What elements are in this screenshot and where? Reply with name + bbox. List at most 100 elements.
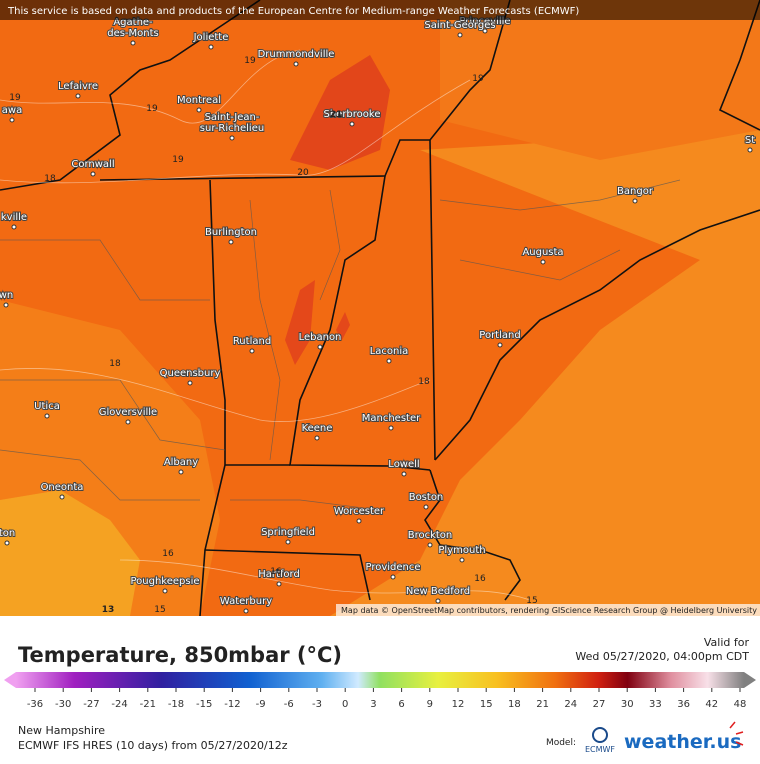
contour-label: 19 [146,104,158,114]
city-dot [285,539,291,545]
colorbar [16,672,744,688]
city-label: Saint-Georges [424,20,495,31]
model-label: Model: [546,738,576,748]
city-dot [386,358,392,364]
contour-label: 13 [102,605,115,615]
city-dot [457,32,463,38]
contour-label: 16 [162,549,174,559]
colorbar-tick-label: 9 [427,699,433,710]
ecmwf-icon [592,727,608,743]
city-dot [229,135,235,141]
colorbar-tick-label: -36 [27,699,43,710]
colorbar-tick-label: 3 [370,699,376,710]
map [0,0,760,617]
colorbar-tick-label: -21 [140,699,156,710]
city-dot [349,121,355,127]
banner: This service is based on data and produc… [7,6,579,17]
city-label: Plymouth [438,545,485,556]
city-dot [459,557,465,563]
colorbar-tick-label: 42 [705,699,718,710]
city-label: Portland [479,330,520,341]
city-label: Lefaivre [58,81,98,92]
city-dot [178,469,184,475]
colorbar-tick-label: 30 [621,699,634,710]
colorbar-tick-label: -30 [55,699,71,710]
city-label: Providence [365,562,420,573]
colorbar-tick-label: -27 [83,699,99,710]
colorbar-tick-label: -9 [256,699,266,710]
city-dot [90,171,96,177]
city-label: kville [1,212,27,223]
city-label: des-Monts [107,28,159,39]
contour-label: 18 [44,174,56,184]
colorbar-tick-label: -18 [168,699,184,710]
city-label: Montreal [177,95,221,106]
city-label: Springfield [261,527,315,538]
city-dot [125,419,131,425]
valid-label: Valid for [704,636,750,649]
contour-label: 19 [9,93,21,103]
city-label: Boston [409,492,444,503]
city-dot [59,494,65,500]
legend-title: Temperature, 850mbar (°C) [18,643,342,667]
city-label: awa [2,105,22,116]
colorbar-tick-label: 48 [734,699,747,710]
attribution: Map data © OpenStreetMap contributors, r… [341,606,757,615]
city-dot [187,380,193,386]
city-label: Burlington [205,227,257,238]
colorbar-tick-label: -15 [196,699,212,710]
city-dot [3,302,9,308]
contour-label: 16 [474,574,486,584]
city-label: Utica [34,401,60,412]
city-label: Waterbury [220,596,272,607]
contour-label: 18 [109,359,121,369]
city-label: Albany [164,457,198,468]
model-run: ECMWF IFS HRES (10 days) from 05/27/2020… [18,739,288,752]
city-label: Bangor [617,186,654,197]
contour-label: 21 [330,110,343,120]
colorbar-tick-label: 12 [452,699,465,710]
city-dot [317,344,323,350]
colorbar-tick-label: 6 [398,699,404,710]
colorbar-arrow [744,672,756,688]
city-label: Oneonta [41,482,84,493]
city-dot [11,224,17,230]
city-dot [390,574,396,580]
city-dot [314,435,320,441]
city-dot [356,518,362,524]
city-dot [249,348,255,354]
city-dot [4,540,10,546]
city-dot [632,198,638,204]
city-dot [130,40,136,46]
city-label: Keene [302,423,333,434]
city-dot [540,259,546,265]
city-dot [243,608,249,614]
banner-bg [0,0,760,20]
city-label: sur-Richelieu [200,123,264,134]
colorbar-tick-label: -6 [284,699,294,710]
city-dot [497,342,503,348]
colorbar-tick-label: -12 [224,699,240,710]
city-dot [747,147,753,153]
colorbar-tick-label: -24 [111,699,127,710]
city-dot [388,425,394,431]
city-label: Saint-Jean- [205,112,260,123]
city-label: Drummondville [258,49,335,60]
city-label: Brockton [408,530,453,541]
city-label: Rutland [233,336,271,347]
city-label: Hartford [258,569,300,580]
colorbar-tick-label: 15 [480,699,493,710]
contour-label: 15 [526,596,537,606]
city-label: St [745,135,755,146]
city-label: Augusta [522,247,563,258]
city-dot [427,542,433,548]
city-label: Lowell [388,459,419,470]
city-dot [293,61,299,67]
contour-label: 20 [297,168,309,178]
contour-label: 19 [172,155,184,165]
city-label: Manchester [362,413,421,424]
colorbar-tick-label: 27 [593,699,606,710]
city-label: Queensbury [160,368,221,379]
city-label: Gloversville [99,407,157,418]
